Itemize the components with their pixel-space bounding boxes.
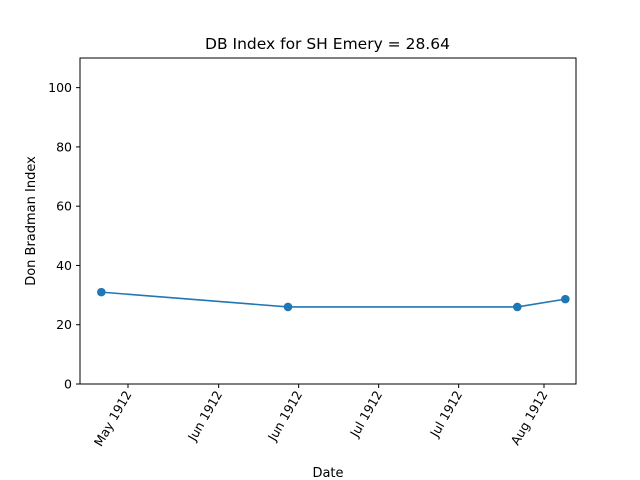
x-axis-label: Date xyxy=(312,466,343,480)
y-tick-label: 60 xyxy=(56,199,72,214)
data-point xyxy=(283,302,293,312)
series-line xyxy=(101,291,566,308)
plot-frame xyxy=(79,57,577,385)
data-point xyxy=(513,302,522,312)
data-point xyxy=(97,287,106,297)
plot-marks xyxy=(97,287,570,312)
y-tick-label: 20 xyxy=(56,317,72,332)
y-tick-label: 0 xyxy=(64,377,72,392)
y-tick-label: 100 xyxy=(48,80,72,95)
y-axis: 0 20 40 60 80 100 xyxy=(48,80,80,392)
y-tick-label: 40 xyxy=(56,258,72,273)
y-axis-label: Don Bradman Index xyxy=(24,156,39,286)
chart-title: DB Index for SH Emery = 28.64 xyxy=(205,35,450,53)
y-tick-label: 80 xyxy=(56,139,72,154)
data-point xyxy=(561,294,570,304)
